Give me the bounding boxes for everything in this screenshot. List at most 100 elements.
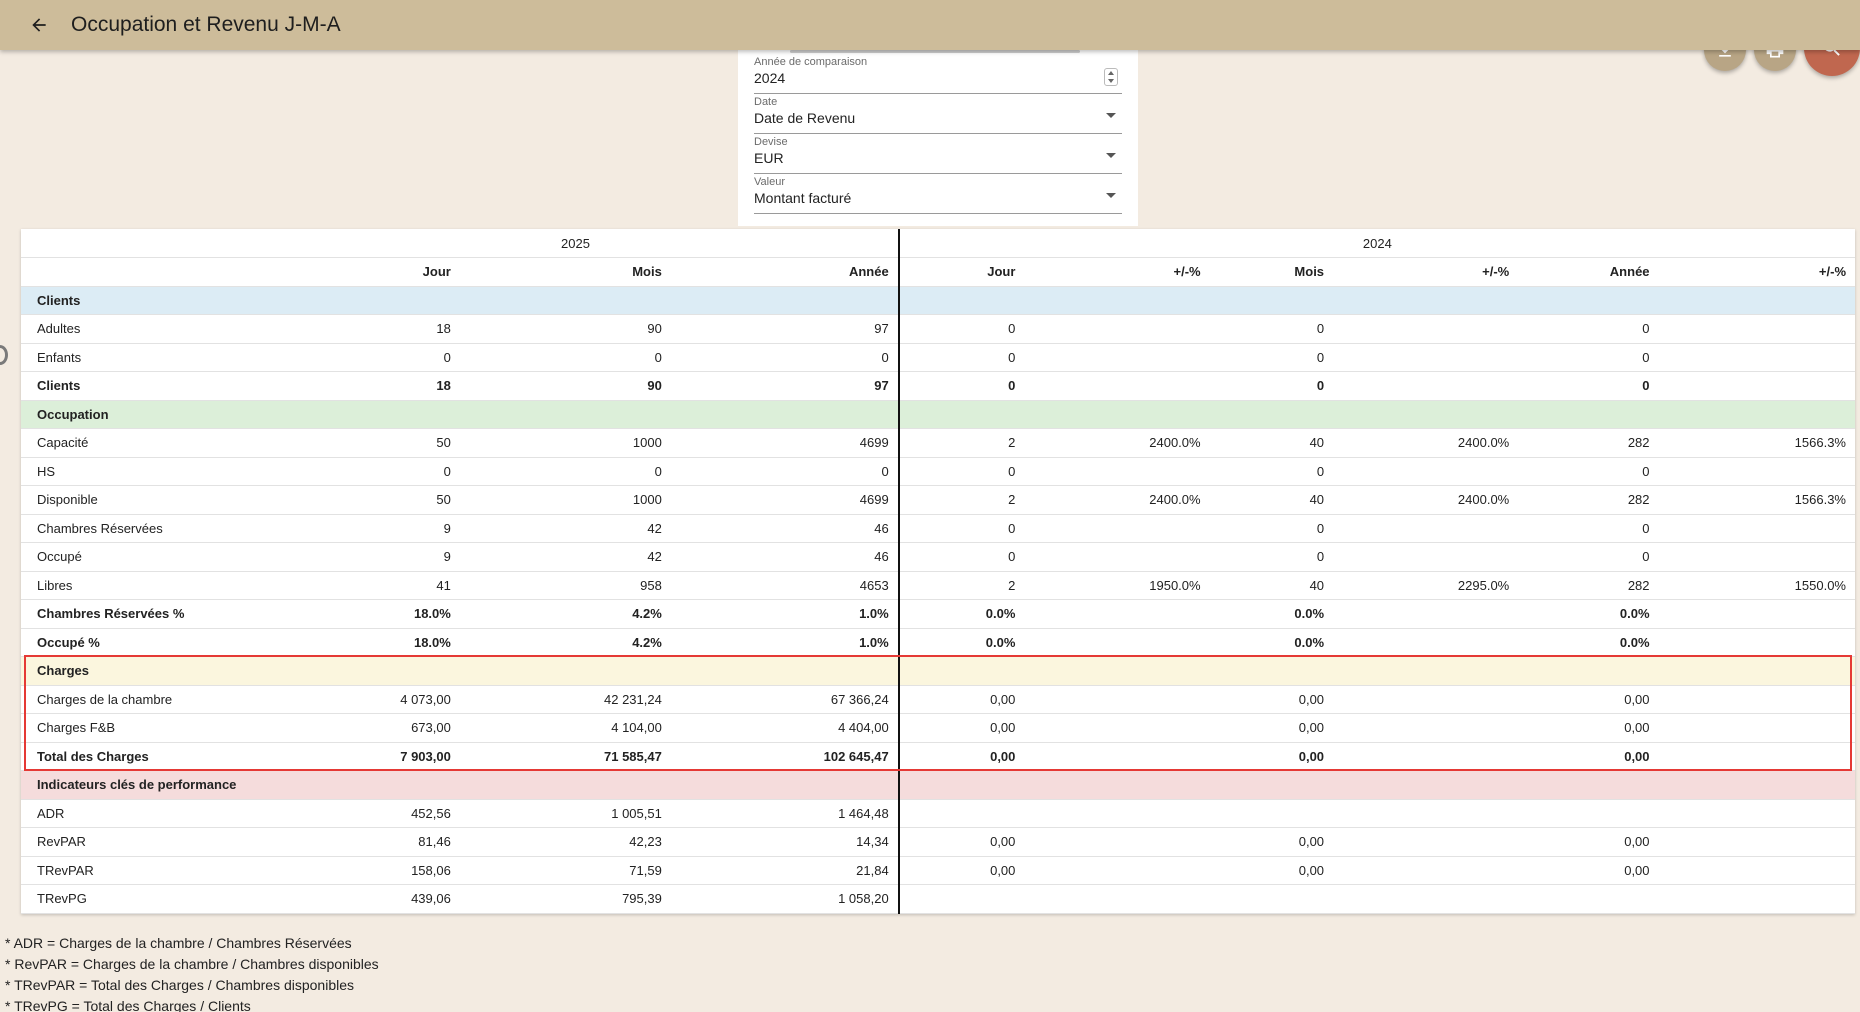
- table-cell: [898, 884, 1025, 914]
- table-cell: 2: [898, 428, 1025, 458]
- table-row: Occupé 9 42 46 0 0 0: [21, 542, 1855, 572]
- table-cell: [1518, 656, 1659, 686]
- table-cell: 1566.3%: [1658, 428, 1855, 458]
- table-row: Adultes 18 90 97 0 0 0: [21, 314, 1855, 344]
- table-cell: 452,56: [253, 799, 460, 828]
- row-label: HS: [21, 457, 254, 486]
- table-cell: 158,06: [253, 856, 460, 885]
- table-cell: 673,00: [253, 713, 460, 743]
- chevron-down-icon[interactable]: [1106, 193, 1116, 198]
- currency-select[interactable]: Devise EUR: [754, 136, 1122, 174]
- table-cell: [1209, 799, 1334, 828]
- column-header: Mois: [459, 257, 671, 287]
- chevron-down-icon[interactable]: [1106, 153, 1116, 158]
- table-row: Enfants 0 0 0 0 0 0: [21, 343, 1855, 372]
- table-cell: [670, 286, 900, 315]
- table-cell: [1658, 542, 1855, 572]
- table-cell: [1024, 799, 1210, 828]
- table-cell: 0,00: [1518, 713, 1659, 743]
- table-cell: 2400.0%: [1333, 428, 1519, 458]
- table-row: ADR 452,56 1 005,51 1 464,48: [21, 799, 1855, 828]
- year-header-row: 2025 2024: [21, 229, 1855, 258]
- total-row: Total des Charges 7 903,00 71 585,47 102 64…: [21, 742, 1855, 771]
- table-cell: 0,00: [1209, 685, 1334, 714]
- currency-label: Devise: [754, 136, 788, 148]
- table-cell: [253, 656, 460, 686]
- table-cell: 282: [1518, 428, 1659, 458]
- table-cell: 9: [253, 542, 460, 572]
- table-cell: 0: [1209, 343, 1334, 372]
- year-stepper[interactable]: [1104, 68, 1118, 86]
- table-cell: 7 903,00: [253, 742, 460, 771]
- table-cell: 0: [253, 343, 460, 372]
- row-label: Capacité: [21, 428, 254, 458]
- table-cell: 1 058,20: [670, 884, 900, 914]
- back-button[interactable]: [24, 10, 54, 40]
- table-cell: 50: [253, 485, 460, 515]
- table-cell: [1024, 599, 1210, 629]
- table-cell: 0.0%: [1209, 628, 1334, 657]
- table-cell: 2: [898, 485, 1025, 515]
- note-revpar: * RevPAR = Charges de la chambre / Chamb…: [5, 956, 379, 972]
- table-cell: 42 231,24: [459, 685, 671, 714]
- table-row: Libres 41 958 4653 2 1950.0% 40 2295.0% 282 1550.…: [21, 571, 1855, 600]
- filter-panel: Année de comparaison 2024 Date Date de R…: [738, 50, 1138, 226]
- table-cell: [1024, 457, 1210, 486]
- chevron-down-icon[interactable]: [1106, 113, 1116, 118]
- table-cell: [1333, 314, 1519, 344]
- table-cell: 439,06: [253, 884, 460, 914]
- table-cell: [1333, 770, 1519, 800]
- panel-scroll-indicator: [790, 50, 1080, 53]
- side-drawer-handle[interactable]: [0, 345, 8, 365]
- table-cell: 102 645,47: [670, 742, 900, 771]
- comparison-year-value[interactable]: 2024: [754, 70, 786, 86]
- table-cell: [1518, 400, 1659, 429]
- table-cell: 1000: [459, 485, 671, 515]
- table-cell: [1333, 343, 1519, 372]
- table-cell: 0,00: [898, 827, 1025, 857]
- value-label: Valeur: [754, 176, 785, 188]
- table-cell: [253, 400, 460, 429]
- table-cell: [1024, 371, 1210, 401]
- date-select[interactable]: Date Date de Revenu: [754, 96, 1122, 134]
- table-cell: 0,00: [1209, 827, 1334, 857]
- table-row: Disponible 50 1000 4699 2 2400.0% 40 2400.0% 282…: [21, 485, 1855, 515]
- table-cell: 90: [459, 371, 671, 401]
- table-cell: 42,23: [459, 827, 671, 857]
- table-cell: 9: [253, 514, 460, 543]
- table-cell: 0.0%: [898, 628, 1025, 657]
- search-icon: [1823, 39, 1840, 56]
- table-cell: 0: [1518, 542, 1659, 572]
- page-title: Occupation et Revenu J-M-A: [71, 13, 341, 36]
- table-cell: [1024, 628, 1210, 657]
- table-cell: 2400.0%: [1333, 485, 1519, 515]
- table-cell: 0: [1518, 314, 1659, 344]
- row-label: Clients: [21, 286, 254, 315]
- note-trevpg: * TRevPG = Total des Charges / Clients: [5, 998, 251, 1012]
- column-header: Jour: [898, 257, 1025, 287]
- table-cell: 1 005,51: [459, 799, 671, 828]
- table-cell: [1024, 827, 1210, 857]
- table-cell: 0.0%: [1518, 628, 1659, 657]
- table-cell: [1209, 884, 1334, 914]
- table-cell: 21,84: [670, 856, 900, 885]
- table-cell: 1566.3%: [1658, 485, 1855, 515]
- table-row: Capacité 50 1000 4699 2 2400.0% 40 2400.0% 282 15…: [21, 428, 1855, 458]
- value-select[interactable]: Valeur Montant facturé: [754, 176, 1122, 214]
- table-cell: [1024, 514, 1210, 543]
- table-cell: [1658, 599, 1855, 629]
- table-cell: [1658, 371, 1855, 401]
- table-cell: 958: [459, 571, 671, 600]
- row-label: TRevPAR: [21, 856, 254, 885]
- table-cell: [1658, 656, 1855, 686]
- table-cell: 1.0%: [670, 628, 900, 657]
- table-cell: [1658, 514, 1855, 543]
- table-cell: 81,46: [253, 827, 460, 857]
- table-cell: 1000: [459, 428, 671, 458]
- column-header: +/-%: [1333, 257, 1519, 287]
- table-cell: [459, 656, 671, 686]
- comparison-year-field[interactable]: Année de comparaison 2024: [754, 56, 1122, 94]
- row-label: Adultes: [21, 314, 254, 344]
- table-cell: [1024, 542, 1210, 572]
- row-label: Charges de la chambre: [21, 685, 254, 714]
